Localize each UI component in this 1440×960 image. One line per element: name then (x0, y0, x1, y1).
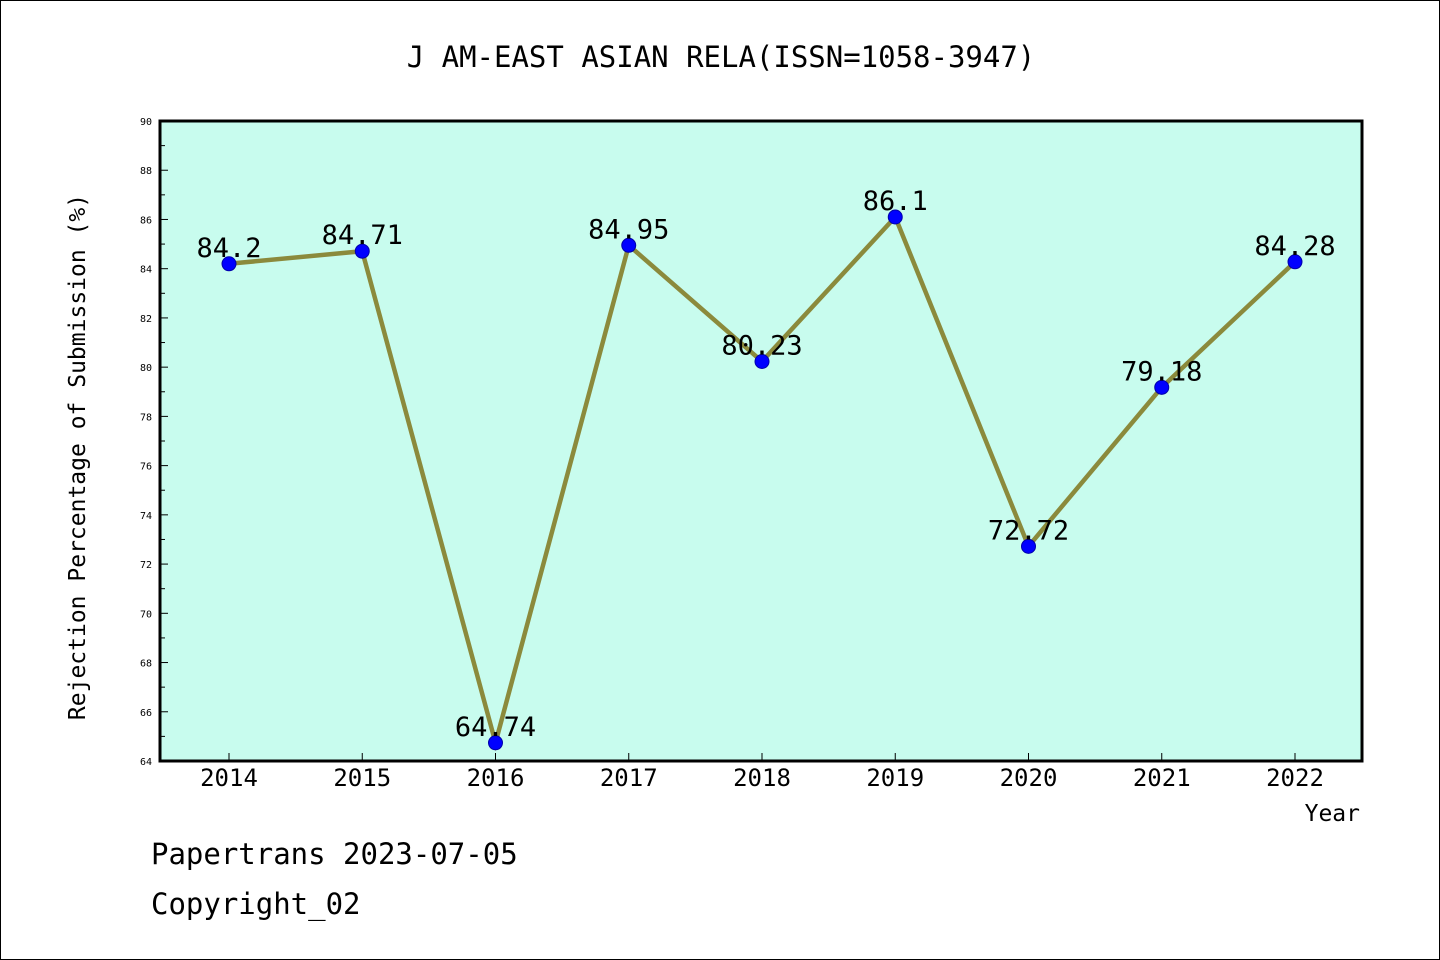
y-axis: 64 66 68 70 72 74 76 78 80 82 84 86 88 90 (140, 117, 168, 768)
x-tick-label: 2016 (467, 764, 525, 792)
data-series (221, 209, 1303, 752)
y-tick-label: 82 (140, 314, 152, 325)
x-axis: 2014 2015 2016 2017 2018 2019 2020 2021 2022 (200, 753, 1324, 792)
y-tick-label: 86 (140, 215, 152, 226)
data-label: 84.95 (588, 214, 669, 245)
data-point (887, 209, 903, 225)
data-label: 84.71 (322, 220, 403, 251)
data-point (1021, 538, 1036, 554)
y-tick-label: 76 (140, 462, 152, 473)
y-tick-label: 84 (140, 265, 152, 276)
plot-area (158, 119, 1364, 763)
x-tick-label: 2015 (333, 764, 391, 792)
data-label: 84.28 (1254, 231, 1335, 262)
data-label: 80.23 (721, 330, 802, 361)
data-point (1287, 254, 1303, 270)
y-tick-label: 74 (140, 511, 152, 522)
y-tick-label: 88 (140, 166, 152, 177)
x-tick-label: 2014 (200, 764, 258, 792)
x-tick-label: 2022 (1266, 764, 1324, 792)
y-tick-label: 66 (140, 708, 152, 719)
data-point (754, 353, 770, 369)
x-axis-label: Year (1305, 801, 1360, 827)
data-point (1154, 379, 1170, 395)
y-tick-label: 78 (140, 412, 152, 423)
y-tick-label: 80 (140, 363, 152, 374)
data-label: 86.1 (863, 186, 928, 217)
y-tick-label: 90 (140, 117, 152, 128)
data-label: 84.2 (196, 233, 261, 264)
x-tick-label: 2017 (600, 764, 658, 792)
y-axis-label: Rejection Percentage of Submission (%) (65, 194, 91, 720)
x-tick-label: 2019 (866, 764, 924, 792)
data-label: 64.74 (455, 712, 536, 743)
data-point (621, 237, 637, 253)
x-tick-label: 2021 (1133, 764, 1191, 792)
footer-date-line: Papertrans 2023-07-05 (151, 837, 518, 871)
y-tick-label: 64 (140, 757, 152, 768)
x-tick-label: 2020 (1000, 764, 1058, 792)
data-point (488, 735, 503, 751)
data-label: 79.18 (1121, 356, 1202, 387)
data-point (221, 256, 237, 272)
data-labels: 84.2 84.71 64.74 84.95 80.23 86.1 72.72 79.18 84… (196, 186, 1335, 743)
x-tick-label: 2018 (733, 764, 791, 792)
footer-copyright-line: Copyright_02 (151, 887, 361, 922)
chart-title: J AM-EAST ASIAN RELA(ISSN=1058-3947) (407, 40, 1036, 74)
y-tick-label: 68 (140, 659, 152, 670)
data-label: 72.72 (988, 515, 1069, 546)
y-tick-label: 72 (140, 560, 152, 571)
data-point (354, 243, 370, 259)
y-tick-label: 70 (140, 609, 152, 620)
